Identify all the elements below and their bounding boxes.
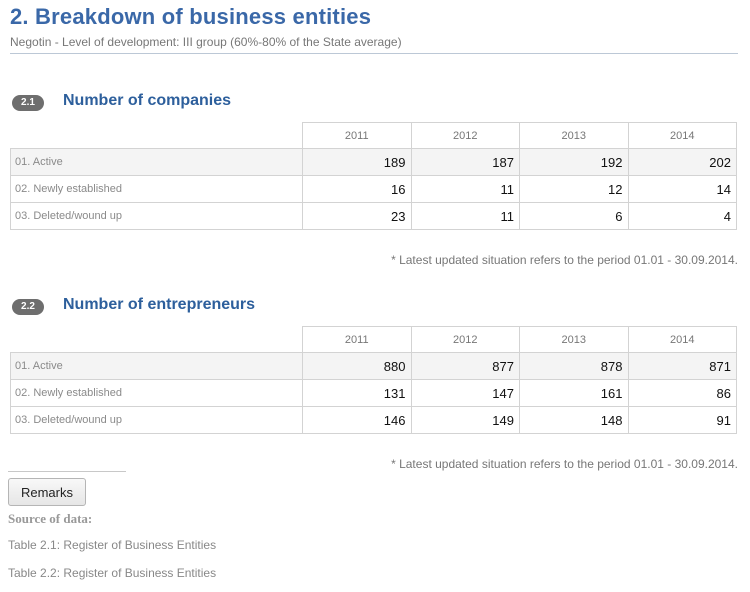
update-note: * Latest updated situation refers to the… bbox=[391, 253, 738, 267]
row-label: 03. Deleted/wound up bbox=[10, 202, 303, 230]
value-cell: 878 bbox=[519, 352, 629, 380]
value-cell: 11 bbox=[410, 202, 520, 230]
entrepreneurs-table: 2011 2012 2013 2014 01. Active 880 877 8… bbox=[10, 326, 737, 434]
value-cell: 147 bbox=[410, 379, 520, 407]
value-cell: 12 bbox=[519, 175, 629, 203]
value-cell: 871 bbox=[627, 352, 737, 380]
value-cell: 877 bbox=[410, 352, 520, 380]
header-spacer-cell bbox=[10, 122, 303, 149]
row-label: 02. Newly established bbox=[10, 175, 303, 203]
year-header: 2014 bbox=[627, 122, 737, 149]
year-header: 2012 bbox=[410, 326, 520, 353]
source-line: Table 2.2: Register of Business Entities bbox=[8, 566, 217, 580]
value-cell: 131 bbox=[302, 379, 412, 407]
table-row: 03. Deleted/wound up 23 11 6 4 bbox=[10, 202, 737, 230]
value-cell: 11 bbox=[410, 175, 520, 203]
row-label: 02. Newly established bbox=[10, 379, 303, 407]
companies-table: 2011 2012 2013 2014 01. Active 189 187 1… bbox=[10, 122, 737, 230]
row-label: 01. Active bbox=[10, 352, 303, 380]
section-title: Number of entrepreneurs bbox=[63, 296, 256, 313]
table-header-row: 2011 2012 2013 2014 bbox=[10, 326, 737, 353]
value-cell: 91 bbox=[627, 406, 737, 434]
value-cell: 23 bbox=[302, 202, 412, 230]
value-cell: 86 bbox=[627, 379, 737, 407]
header-spacer-cell bbox=[10, 326, 303, 353]
value-cell: 161 bbox=[519, 379, 629, 407]
remarks-button[interactable]: Remarks bbox=[8, 478, 86, 506]
section-number-badge: 2.1 bbox=[12, 95, 44, 111]
value-cell: 16 bbox=[302, 175, 412, 203]
title-divider bbox=[10, 53, 738, 54]
value-cell: 149 bbox=[410, 406, 520, 434]
source-line: Table 2.1: Register of Business Entities bbox=[8, 538, 217, 552]
value-cell: 192 bbox=[519, 148, 629, 176]
page-title: 2. Breakdown of business entities bbox=[10, 4, 372, 29]
value-cell: 880 bbox=[302, 352, 412, 380]
year-header: 2012 bbox=[410, 122, 520, 149]
section-title: Number of companies bbox=[63, 92, 232, 109]
value-cell: 148 bbox=[519, 406, 629, 434]
year-header: 2013 bbox=[519, 122, 629, 149]
table-row: 01. Active 189 187 192 202 bbox=[10, 148, 737, 176]
update-note: * Latest updated situation refers to the… bbox=[391, 457, 738, 471]
row-label: 01. Active bbox=[10, 148, 303, 176]
table-row: 02. Newly established 16 11 12 14 bbox=[10, 175, 737, 203]
year-header: 2013 bbox=[519, 326, 629, 353]
value-cell: 14 bbox=[627, 175, 737, 203]
remarks-tab-divider bbox=[8, 471, 126, 472]
section-number-badge: 2.2 bbox=[12, 299, 44, 315]
value-cell: 202 bbox=[627, 148, 737, 176]
year-header: 2011 bbox=[302, 122, 412, 149]
value-cell: 6 bbox=[519, 202, 629, 230]
value-cell: 4 bbox=[627, 202, 737, 230]
table-row: 01. Active 880 877 878 871 bbox=[10, 352, 737, 380]
value-cell: 189 bbox=[302, 148, 412, 176]
row-label: 03. Deleted/wound up bbox=[10, 406, 303, 434]
table-row: 02. Newly established 131 147 161 86 bbox=[10, 379, 737, 407]
table-header-row: 2011 2012 2013 2014 bbox=[10, 122, 737, 149]
value-cell: 146 bbox=[302, 406, 412, 434]
table-row: 03. Deleted/wound up 146 149 148 91 bbox=[10, 406, 737, 434]
year-header: 2011 bbox=[302, 326, 412, 353]
value-cell: 187 bbox=[410, 148, 520, 176]
page-subtitle: Negotin - Level of development: III grou… bbox=[10, 35, 402, 49]
year-header: 2014 bbox=[627, 326, 737, 353]
source-heading: Source of data: bbox=[8, 511, 93, 526]
